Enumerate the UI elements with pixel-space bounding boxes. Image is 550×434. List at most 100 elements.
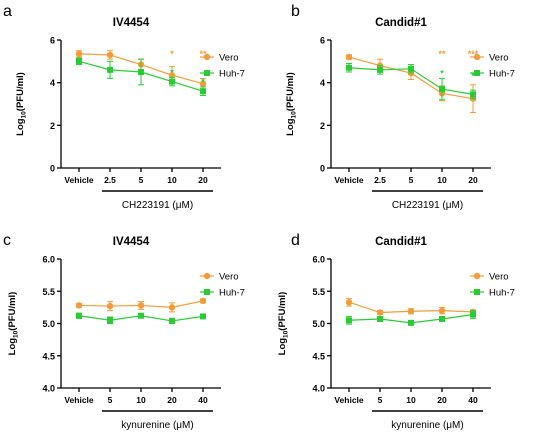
legend-label-vero: Vero <box>489 53 509 64</box>
y-axis-label: Log10(PFU/ml) <box>277 292 290 356</box>
data-point-huh7 <box>200 313 206 320</box>
y-tick-label: 4 <box>320 78 325 88</box>
data-point-huh7 <box>138 69 144 75</box>
y-axis-label: Log10(PFU/ml) <box>15 72 28 136</box>
data-point-huh7 <box>76 58 82 65</box>
chart-title: Candid#1 <box>375 236 427 248</box>
chart-title: Candid#1 <box>375 17 427 29</box>
x-tick-label: 5 <box>378 395 383 405</box>
data-point-huh7 <box>200 88 206 95</box>
x-tick-label: 20 <box>167 395 177 405</box>
y-tick-label: 2 <box>320 121 325 131</box>
legend-marker-vero <box>203 272 211 280</box>
data-point-vero <box>438 307 446 314</box>
x-tick-label: 10 <box>406 395 416 405</box>
x-tick-label: 20 <box>198 175 208 185</box>
y-axis-label: Log10(PFU/ml) <box>285 72 298 136</box>
panel-c: c IV4454 4.0 4.5 5.0 5.5 6.0 Log10(PFU/ml) Vehic… <box>3 232 245 431</box>
data-point-vero <box>199 297 207 305</box>
x-tick-label: 40 <box>468 395 478 405</box>
y-tick-label: 0 <box>320 164 325 174</box>
data-point-huh7 <box>76 312 82 319</box>
chart-title: IV4454 <box>113 236 150 248</box>
x-tick-label: 5 <box>139 175 144 185</box>
data-point-vero <box>75 50 83 58</box>
data-point-vero <box>75 302 83 309</box>
legend-marker-huh7 <box>204 289 210 295</box>
data-point-vero <box>407 308 415 315</box>
x-tick-label: Vehicle <box>334 175 364 185</box>
data-point-huh7 <box>470 91 476 98</box>
y-tick-label: 6.0 <box>42 255 55 265</box>
significance-mark: * <box>440 68 444 78</box>
legend-marker-huh7 <box>474 289 480 295</box>
y-tick-label: 4.0 <box>312 384 325 394</box>
x-axis-label: CH223191 (μM) <box>122 200 193 211</box>
data-point-huh7 <box>107 66 113 73</box>
legend-label-huh7: Huh-7 <box>219 69 245 80</box>
data-point-vero <box>168 72 176 79</box>
legend-marker-vero <box>473 272 481 280</box>
significance-mark: *** <box>468 49 479 59</box>
panel-letter: b <box>291 3 300 20</box>
data-point-vero <box>106 51 114 59</box>
legend-label-vero: Vero <box>219 272 239 283</box>
data-point-huh7 <box>439 86 445 93</box>
data-point-huh7 <box>169 317 175 324</box>
legend-marker-huh7 <box>204 70 210 76</box>
legend-marker-vero <box>473 53 481 61</box>
data-point-huh7 <box>169 78 175 85</box>
legend-marker-vero <box>203 53 211 61</box>
significance-mark: * <box>170 67 174 77</box>
panel-letter: c <box>3 232 11 249</box>
x-axis-label: CH223191 (μM) <box>392 200 463 211</box>
data-point-vero <box>168 304 176 311</box>
legend-label-huh7: Huh-7 <box>489 69 515 80</box>
data-point-huh7 <box>346 317 352 324</box>
data-point-vero <box>345 299 353 306</box>
y-tick-label: 6 <box>320 36 325 46</box>
x-tick-label: 5 <box>409 175 414 185</box>
data-point-huh7 <box>138 312 144 319</box>
x-tick-label: 10 <box>136 395 146 405</box>
data-point-huh7 <box>439 315 445 322</box>
y-tick-label: 6 <box>50 36 55 46</box>
y-tick-label: 5.5 <box>42 287 55 297</box>
data-point-vero <box>199 80 207 87</box>
y-tick-label: 5.0 <box>42 319 55 329</box>
x-tick-label: 40 <box>198 395 208 405</box>
data-point-vero <box>345 53 353 61</box>
y-axis-label: Log10(PFU/ml) <box>7 292 20 356</box>
panel-letter: d <box>291 232 300 249</box>
x-tick-label: 20 <box>468 175 478 185</box>
y-tick-label: 5.5 <box>312 287 325 297</box>
data-point-huh7 <box>408 319 414 326</box>
y-tick-label: 2 <box>50 121 55 131</box>
y-tick-label: 6.0 <box>312 255 325 265</box>
significance-mark: ** <box>199 49 207 59</box>
data-point-huh7 <box>408 65 414 72</box>
x-tick-label: Vehicle <box>334 395 364 405</box>
x-tick-label: Vehicle <box>64 395 94 405</box>
y-tick-label: 0 <box>50 164 55 174</box>
legend-label-vero: Vero <box>219 53 239 64</box>
legend-label-huh7: Huh-7 <box>219 288 245 299</box>
y-tick-label: 4 <box>50 78 55 88</box>
significance-mark: ** <box>438 49 446 59</box>
x-tick-label: 2.5 <box>104 175 116 185</box>
legend-marker-huh7 <box>474 70 480 76</box>
x-tick-label: 5 <box>108 395 113 405</box>
data-point-vero <box>137 302 145 309</box>
data-point-huh7 <box>377 315 383 322</box>
y-tick-label: 4.0 <box>42 384 55 394</box>
significance-mark: * <box>170 49 174 59</box>
x-tick-label: 10 <box>437 175 447 185</box>
y-tick-label: 4.5 <box>312 351 325 361</box>
data-point-vero <box>376 309 384 316</box>
x-axis-label: kynurenine (μM) <box>121 420 193 431</box>
data-point-huh7 <box>470 311 476 318</box>
panel-d: d Candid#1 4.0 4.5 5.0 5.5 6.0 Log10(PFU/ml) Veh… <box>277 232 515 431</box>
y-tick-label: 4.5 <box>42 351 55 361</box>
x-tick-label: 10 <box>167 175 177 185</box>
